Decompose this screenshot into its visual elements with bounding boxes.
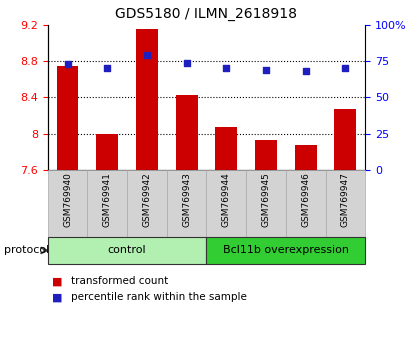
Bar (57, 65, 78, 170)
Text: ■: ■ (52, 276, 62, 286)
Bar (207, 170, 246, 237)
Text: GSM769942: GSM769942 (142, 172, 151, 227)
Text: control: control (108, 245, 146, 256)
Bar (127, 170, 167, 237)
Point (223, 65, 229, 71)
Bar (215, 127, 237, 170)
Bar (88, 170, 127, 237)
Text: GSM769946: GSM769946 (301, 172, 310, 227)
Bar (207, 237, 365, 264)
Bar (255, 140, 277, 170)
Point (342, 65, 349, 71)
Point (183, 60, 190, 65)
Title: GDS5180 / ILMN_2618918: GDS5180 / ILMN_2618918 (115, 7, 298, 21)
Bar (48, 237, 207, 264)
Point (144, 52, 150, 58)
Bar (167, 170, 207, 237)
Bar (325, 170, 365, 237)
Text: GSM769944: GSM769944 (222, 172, 231, 227)
Point (104, 65, 110, 71)
Bar (96, 134, 118, 170)
Bar (176, 95, 198, 170)
Text: percentile rank within the sample: percentile rank within the sample (71, 292, 247, 302)
Text: GSM769945: GSM769945 (261, 172, 271, 227)
Text: GSM769947: GSM769947 (341, 172, 350, 227)
Text: GSM769940: GSM769940 (63, 172, 72, 227)
Text: transformed count: transformed count (71, 276, 168, 286)
Text: protocol: protocol (4, 245, 49, 256)
Text: GSM769941: GSM769941 (103, 172, 112, 227)
Text: ■: ■ (52, 292, 62, 302)
Point (64, 61, 71, 67)
Bar (334, 109, 356, 170)
Text: Bcl11b overexpression: Bcl11b overexpression (223, 245, 349, 256)
Bar (295, 145, 317, 170)
Bar (286, 170, 325, 237)
Bar (48, 170, 88, 237)
Point (303, 68, 309, 74)
Text: GSM769943: GSM769943 (182, 172, 191, 227)
Point (263, 67, 269, 73)
Bar (246, 170, 286, 237)
Bar (136, 29, 158, 170)
